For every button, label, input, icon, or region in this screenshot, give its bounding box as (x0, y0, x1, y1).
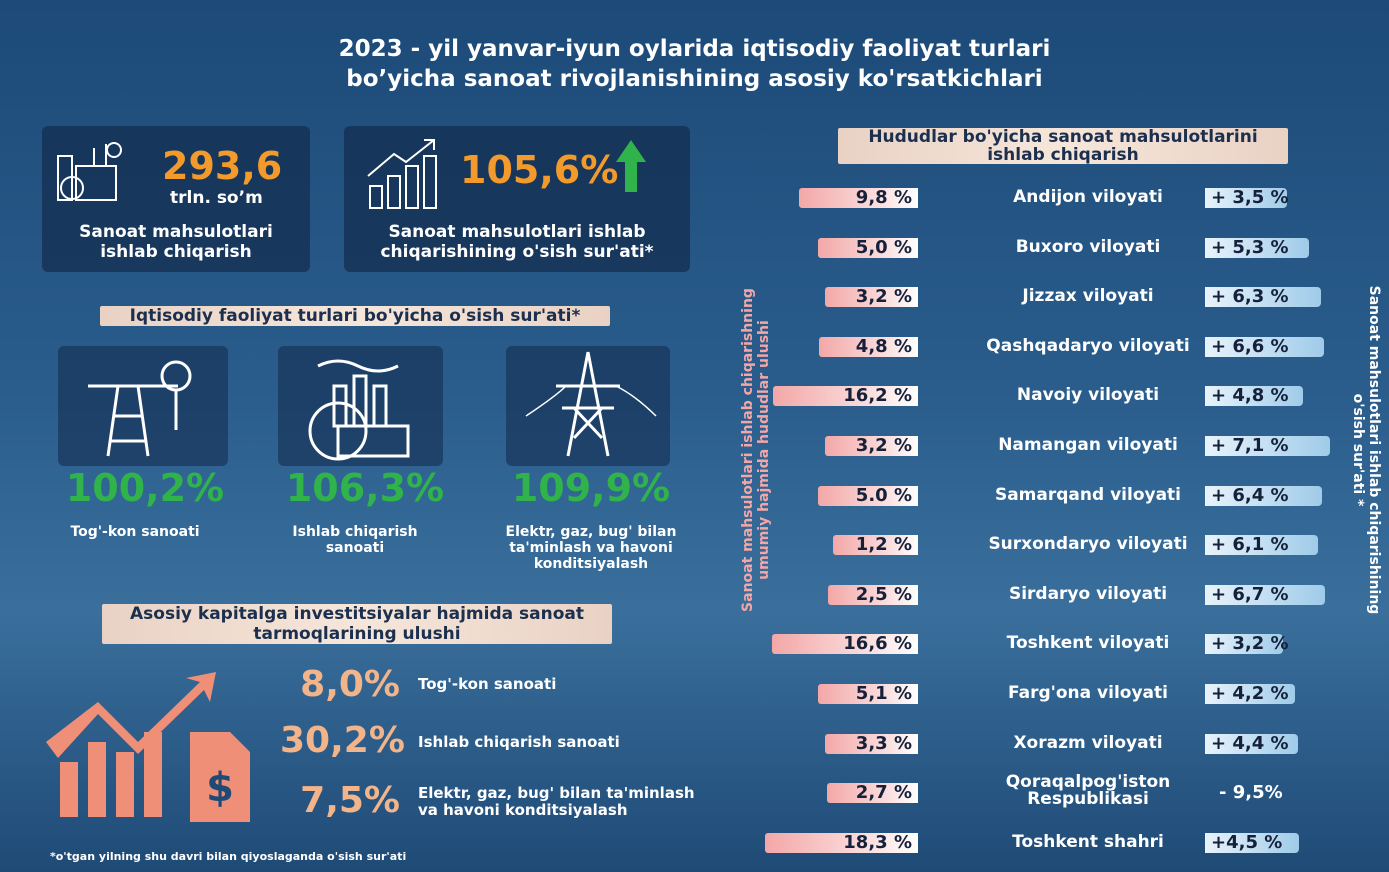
share-label: 16,2 % (792, 386, 912, 406)
growth-label: + 4,8 % (1211, 386, 1289, 406)
icon-tile (278, 346, 443, 466)
growth-label: - 9,5% (1219, 783, 1283, 803)
oil-icon (58, 346, 228, 466)
investment-icon: $ (40, 672, 270, 822)
icon-tile (506, 346, 670, 466)
growth-label: + 7,1 % (1211, 436, 1289, 456)
growth-label: + 5,3 % (1211, 238, 1289, 258)
section-title: Hududlar bo'yicha sanoat mahsulotlarini … (838, 128, 1288, 164)
share-label: 18,3 % (792, 833, 912, 853)
share-label: 1,2 % (792, 535, 912, 555)
growth-label: Tog'-kon sanoati (30, 524, 240, 540)
kpi-value: 293,6 (162, 144, 282, 188)
region-name: Sirdaryo viloyati (973, 586, 1203, 603)
section-title: Iqtisodiy faoliyat turlari bo'yicha o'si… (100, 306, 610, 326)
kpi-unit: trln. so’m (170, 188, 263, 208)
title-line: bo’yicha sanoat rivojlanishining asosiy … (0, 64, 1389, 94)
kpi-value: 105,6% (460, 148, 618, 192)
share-label: 5,1 % (792, 684, 912, 704)
kpi-label: Sanoat mahsulotlari ishlab chiqarish (52, 222, 300, 262)
kpi-card: 293,6 trln. so’m Sanoat mahsulotlari ish… (42, 126, 310, 272)
title: 2023 - yil yanvar-iyun oylarida iqtisodi… (0, 34, 1389, 94)
region-name: Qashqadaryo viloyati (973, 338, 1203, 355)
growth-value: 100,2% (40, 466, 250, 510)
growth-label: + 6,6 % (1211, 337, 1289, 357)
share-label: 5.0 % (792, 486, 912, 506)
factory-icon (54, 136, 134, 206)
share-label: 2,7 % (792, 783, 912, 803)
growth-label: Ishlab chiqarish sanoati (280, 524, 430, 556)
infographic: 2023 - yil yanvar-iyun oylarida iqtisodi… (0, 0, 1389, 872)
kpi-label: Sanoat mahsulotlari ishlab chiqarishinin… (364, 222, 670, 262)
dollar: $ (206, 765, 234, 811)
growth-value: 106,3% (260, 466, 470, 510)
growth-label: + 6,3 % (1211, 287, 1289, 307)
region-name: Qoraqalpog'iston Respublikasi (1003, 774, 1173, 808)
share-label: 5,0 % (792, 238, 912, 258)
region-name: Navoiy viloyati (973, 387, 1203, 404)
growth-axis-label: Sanoat mahsulotlari ishlab chiqarishinin… (1350, 270, 1382, 630)
growth-value: 109,9% (486, 466, 696, 510)
region-name: Namangan viloyati (973, 437, 1203, 454)
investment-value: 7,5% (280, 780, 400, 821)
growth-label: Elektr, gaz, bug' bilan ta'minlash va ha… (466, 524, 716, 572)
icon-tile (58, 346, 228, 466)
share-label: 3,3 % (792, 734, 912, 754)
title-line: 2023 - yil yanvar-iyun oylarida iqtisodi… (0, 34, 1389, 64)
region-name: Samarqand viloyati (973, 487, 1203, 504)
region-name: Andijon viloyati (973, 189, 1203, 206)
growth-label: + 3,2 % (1211, 634, 1289, 654)
growth-label: + 6,7 % (1211, 585, 1289, 605)
investment-label: Tog'-kon sanoati (418, 676, 718, 693)
share-label: 9,8 % (792, 188, 912, 208)
share-label: 16,6 % (792, 634, 912, 654)
region-name: Toshkent viloyati (973, 635, 1203, 652)
footnote: *o'tgan yilning shu davri bilan qiyoslag… (50, 850, 406, 863)
kpi-card: 105,6% Sanoat mahsulotlari ishlab chiqar… (344, 126, 690, 272)
share-label: 3,2 % (792, 287, 912, 307)
growth-label: + 3,5 % (1211, 188, 1289, 208)
investment-label: Ishlab chiqarish sanoati (418, 734, 718, 751)
investment-label: Elektr, gaz, bug' bilan ta'minlash va ha… (418, 785, 718, 819)
investment-value: 8,0% (280, 664, 400, 705)
page: { "title": ["2023 - yil yanvar-iyun oyla… (0, 0, 1389, 872)
share-label: 3,2 % (792, 436, 912, 456)
growth-label: + 4,4 % (1211, 734, 1289, 754)
growth-icon (364, 136, 444, 210)
region-name: Surxondaryo viloyati (973, 536, 1203, 553)
share-label: 2,5 % (792, 585, 912, 605)
section-title: Asosiy kapitalga investitsiyalar hajmida… (102, 604, 612, 644)
investment-value: 30,2% (280, 720, 400, 761)
region-name: Farg'ona viloyati (973, 685, 1203, 702)
growth-label: +4,5 % (1211, 833, 1282, 853)
region-name: Toshkent shahri (973, 834, 1203, 851)
share-axis-label: Sanoat mahsulotlari ishlab chiqarishning… (740, 260, 772, 640)
growth-label: + 6,4 % (1211, 486, 1289, 506)
region-name: Xorazm viloyati (973, 735, 1203, 752)
growth-label: + 6,1 % (1211, 535, 1289, 555)
region-name: Buxoro viloyati (973, 239, 1203, 256)
region-name: Jizzax viloyati (973, 288, 1203, 305)
growth-label: + 4,2 % (1211, 684, 1289, 704)
power-icon (506, 346, 670, 466)
share-label: 4,8 % (792, 337, 912, 357)
plant-icon (278, 346, 443, 466)
up-arrow (616, 140, 646, 192)
